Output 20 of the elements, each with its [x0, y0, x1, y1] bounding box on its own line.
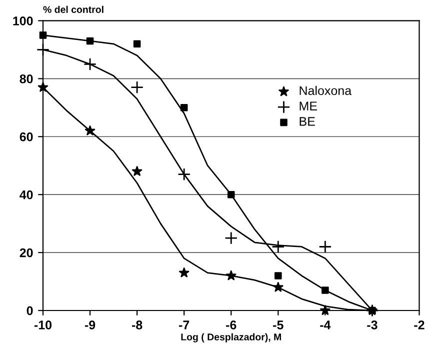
y-tick-label: 20	[20, 248, 33, 258]
x-tick-label: -9	[84, 320, 96, 330]
x-tick-label: -5	[273, 320, 284, 330]
x-tick-label: -4	[320, 320, 331, 330]
y-tick-label: 40	[20, 190, 33, 200]
legend-label: BE	[300, 117, 315, 126]
x-tick-label: -10	[34, 320, 52, 330]
y-tick-label: 0	[26, 306, 33, 316]
x-axis-title: Log ( Desplazador), M	[181, 333, 281, 342]
x-tick-label: -3	[367, 320, 378, 330]
x-tick-label: -2	[414, 320, 424, 330]
legend-label: Naloxona	[300, 86, 352, 96]
x-tick-label: -8	[132, 320, 142, 330]
x-tick-label: -7	[179, 320, 190, 330]
legend-label: ME	[300, 102, 317, 110]
y-tick-label: 100	[13, 16, 33, 26]
y-tick-label: 60	[20, 132, 33, 142]
y-axis-title: % del control	[43, 6, 104, 13]
x-tick-label: -6	[226, 320, 236, 330]
y-tick-label: 80	[20, 74, 33, 84]
